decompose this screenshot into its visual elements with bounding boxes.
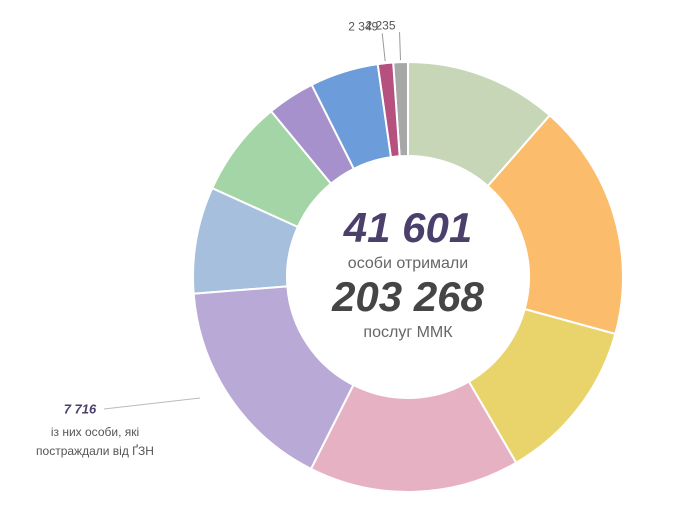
value-label: 2 235 [366,18,396,32]
slice [210,109,333,229]
annotation-value: 7 716 [64,401,97,416]
slice [192,285,355,471]
slice [467,307,617,465]
annotation-line: із них особи, які [51,425,139,439]
slice [407,60,552,188]
slice [309,380,518,493]
value-label: 2 349 [348,20,378,34]
center-total-text: послуг ММК [363,324,453,341]
center-count: 41 601 [343,204,472,251]
label-leader [399,32,402,61]
slice [486,113,624,336]
center-total: 203 268 [331,273,484,320]
slice [192,186,300,295]
label-leader [381,33,386,62]
slice [310,63,393,171]
annotation-leader [103,397,201,410]
annotation-line: постраждали від ҐЗН [36,443,154,458]
slice [269,83,356,186]
center-count-text: особи отримали [348,255,468,272]
